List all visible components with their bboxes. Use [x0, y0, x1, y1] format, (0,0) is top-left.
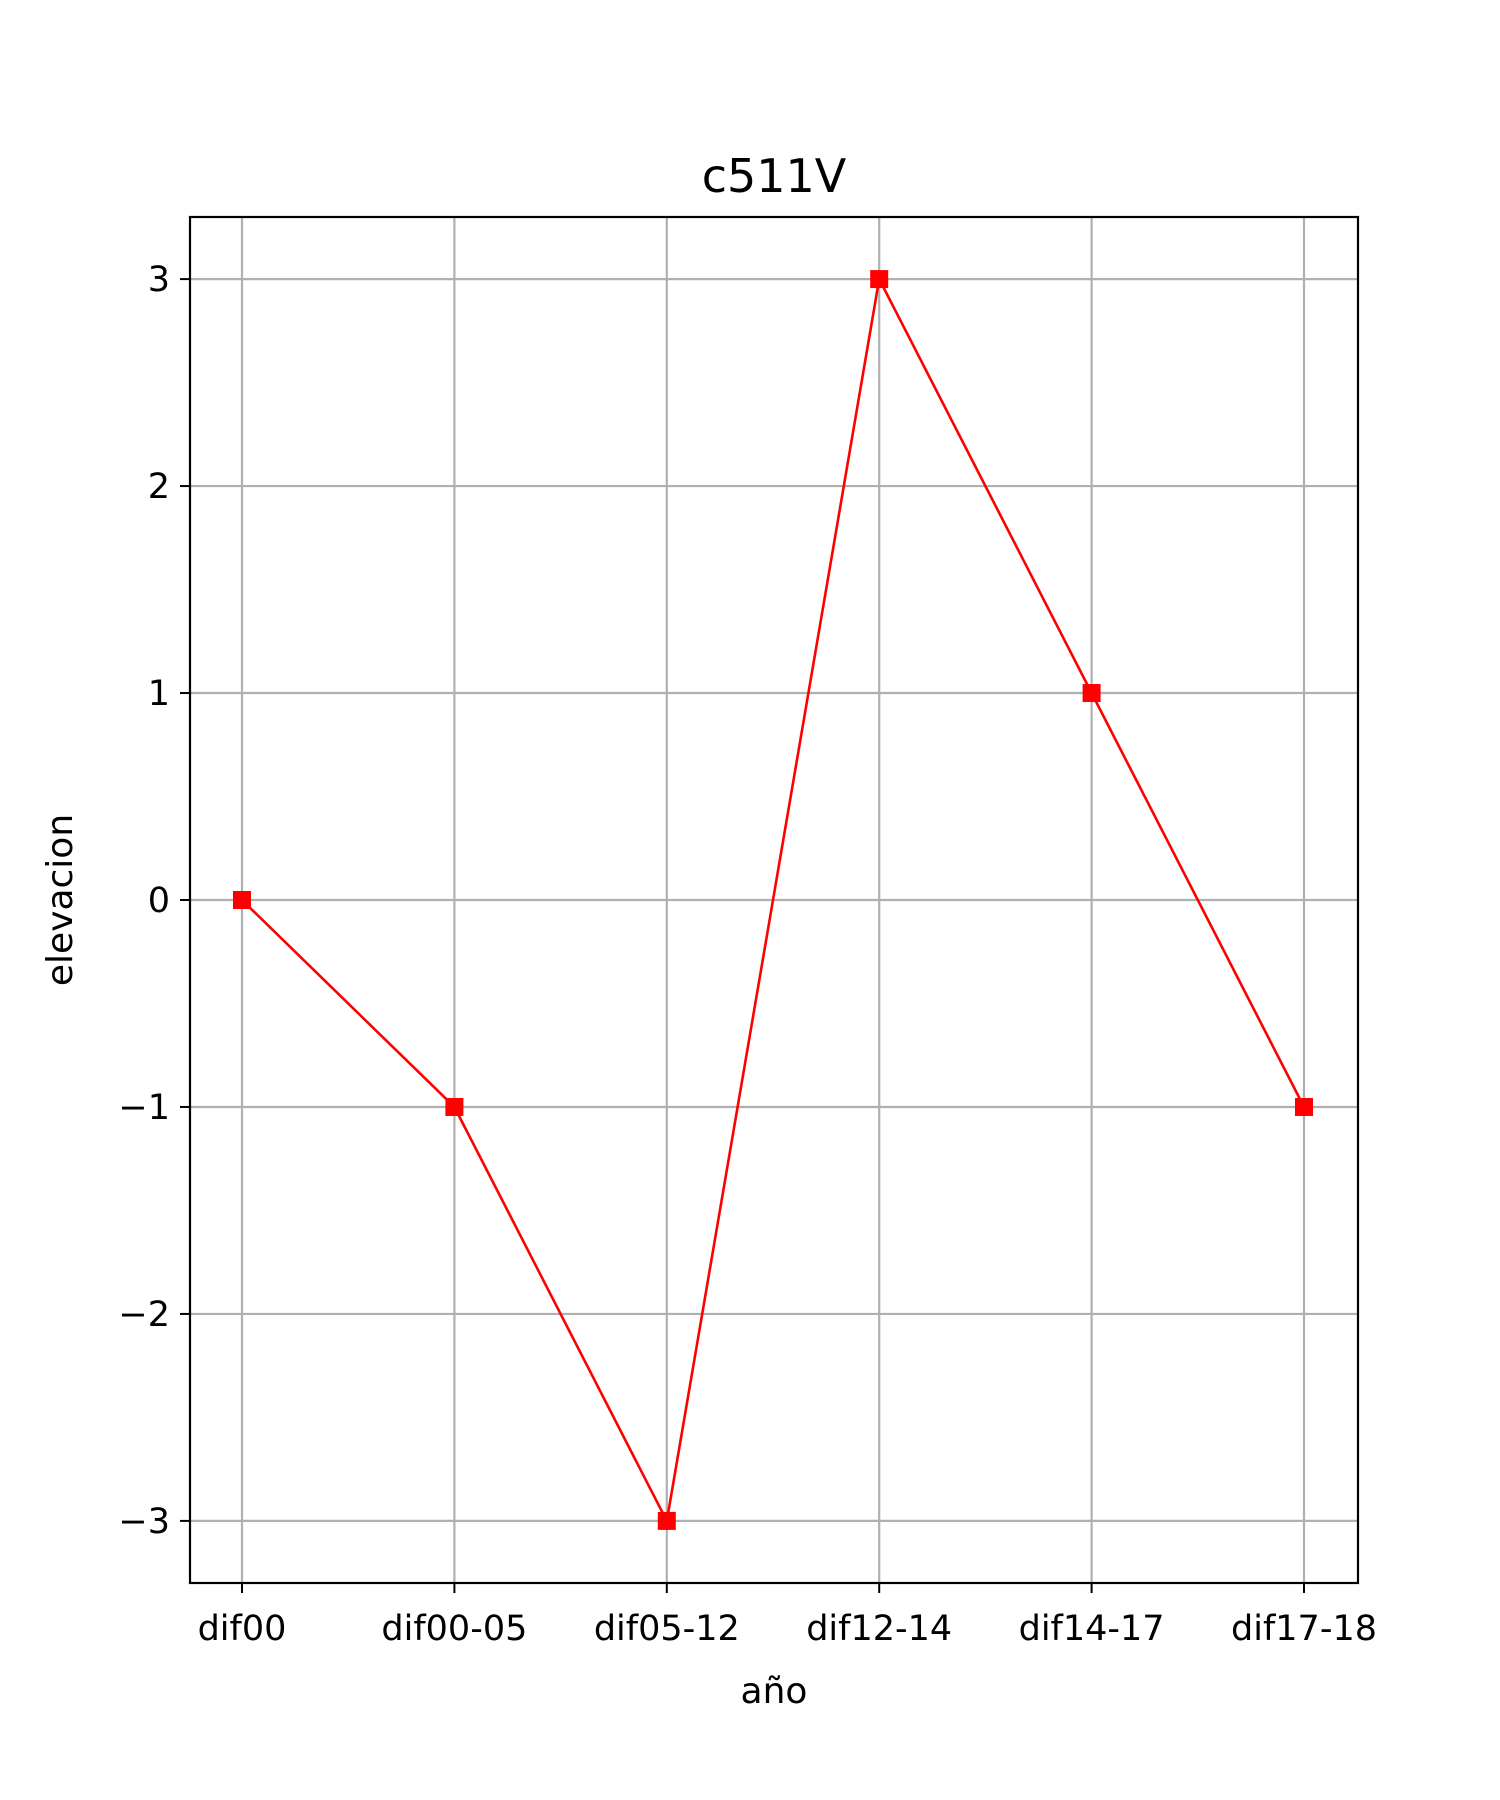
y-tick-label: −3 [118, 1502, 170, 1542]
data-point-marker [445, 1097, 464, 1116]
x-tick-label: dif00 [198, 1609, 287, 1649]
chart-title: c511V [702, 149, 847, 203]
data-point-marker [1295, 1097, 1313, 1116]
data-point-marker [233, 891, 251, 909]
y-tick-label: 1 [148, 674, 170, 714]
x-tick-label: dif12-14 [806, 1609, 952, 1649]
y-tick-label: 2 [148, 467, 170, 507]
y-tick-label: −1 [118, 1088, 170, 1128]
y-tick-label: 3 [148, 260, 170, 300]
x-ticks: dif00 dif00-05 dif05-12 dif12-14 dif14-17 dif… [198, 1583, 1377, 1649]
x-axis-label: año [741, 1671, 808, 1712]
data-point-marker [657, 1511, 676, 1530]
y-ticks: −3 −2 −1 0 1 2 3 [118, 260, 190, 1542]
series-line [241, 275, 1306, 1525]
data-point-marker [1082, 684, 1101, 703]
y-tick-label: −2 [118, 1295, 170, 1335]
y-axis-label: elevacion [40, 814, 81, 986]
x-tick-label: dif17-18 [1231, 1609, 1377, 1649]
data-point-marker [870, 270, 889, 289]
x-tick-label: dif00-05 [381, 1609, 527, 1649]
x-tick-label: dif05-12 [594, 1609, 740, 1649]
y-tick-label: 0 [148, 881, 170, 921]
x-tick-label: dif14-17 [1019, 1609, 1165, 1649]
series-layer [233, 270, 1313, 1530]
